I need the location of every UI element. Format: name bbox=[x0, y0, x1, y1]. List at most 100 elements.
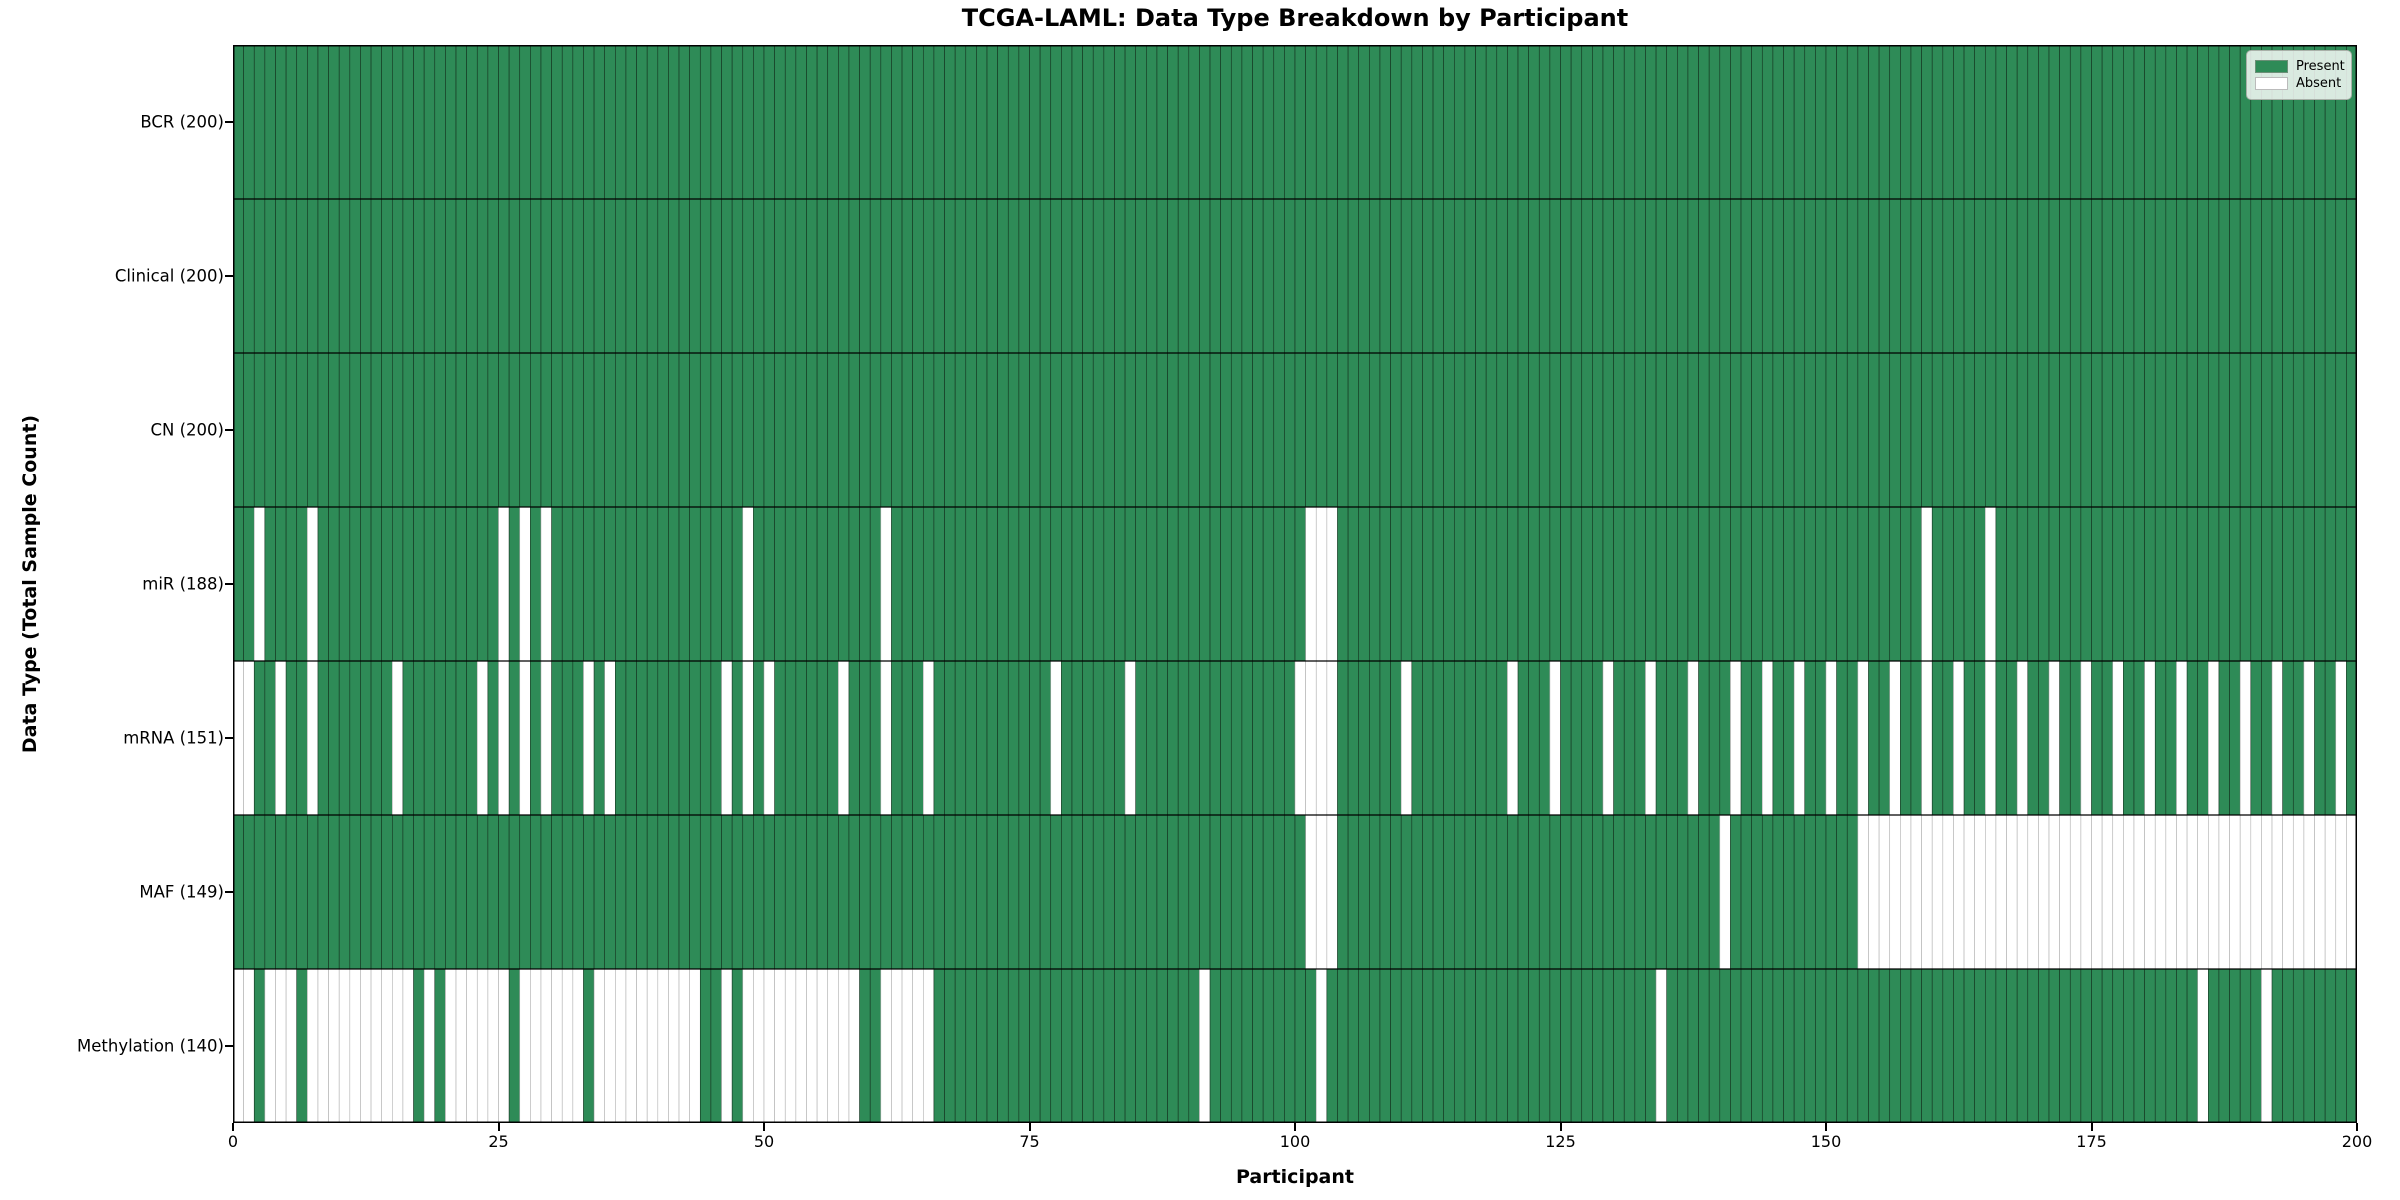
heatmap-cell bbox=[2016, 44, 2029, 200]
heatmap-cell bbox=[540, 814, 552, 970]
heatmap-cell bbox=[1698, 506, 1710, 662]
heatmap-cell bbox=[307, 198, 319, 354]
heatmap-cell bbox=[455, 968, 467, 1124]
heatmap-cell bbox=[1889, 44, 1901, 200]
heatmap-cell bbox=[721, 660, 733, 816]
heatmap-cell bbox=[1199, 814, 1211, 970]
heatmap-cell bbox=[1878, 44, 1891, 200]
heatmap-cell bbox=[264, 506, 276, 662]
heatmap-cell bbox=[1061, 352, 1073, 508]
heatmap-cell bbox=[1507, 198, 1519, 354]
heatmap-cell bbox=[466, 968, 478, 1124]
heatmap-cell bbox=[476, 506, 489, 662]
heatmap-cell bbox=[2239, 506, 2252, 662]
heatmap-cell bbox=[561, 506, 574, 662]
heatmap-cell bbox=[2186, 660, 2198, 816]
heatmap-cell bbox=[1475, 198, 1487, 354]
heatmap-cell bbox=[540, 352, 552, 508]
heatmap-cell bbox=[1369, 506, 1381, 662]
heatmap-cell bbox=[1900, 814, 1912, 970]
heatmap-cell bbox=[1974, 506, 1986, 662]
heatmap-cell bbox=[392, 352, 404, 508]
heatmap-cell bbox=[349, 352, 361, 508]
heatmap-cell bbox=[2218, 506, 2230, 662]
heatmap-cell bbox=[1337, 506, 1349, 662]
heatmap-cell bbox=[1889, 814, 1901, 970]
heatmap-cell bbox=[360, 506, 372, 662]
heatmap-cell bbox=[1294, 968, 1306, 1124]
heatmap-cell bbox=[413, 660, 425, 816]
heatmap-cell bbox=[2006, 198, 2018, 354]
ytick-label: mRNA (151) bbox=[123, 728, 224, 748]
heatmap-cell bbox=[848, 968, 860, 1124]
heatmap-cell bbox=[519, 968, 531, 1124]
heatmap-cell bbox=[710, 968, 722, 1124]
heatmap-cell bbox=[827, 968, 839, 1124]
heatmap-cell bbox=[1613, 44, 1625, 200]
heatmap-cell bbox=[1889, 198, 1901, 354]
heatmap-cell bbox=[1655, 44, 1667, 200]
heatmap-cell bbox=[1124, 660, 1137, 816]
heatmap-cell bbox=[1804, 506, 1816, 662]
heatmap-cell bbox=[1029, 968, 1041, 1124]
heatmap-cell bbox=[2239, 198, 2252, 354]
heatmap-cell bbox=[296, 198, 308, 354]
heatmap-cell bbox=[1868, 198, 1880, 354]
xtick-label: 50 bbox=[753, 1132, 775, 1151]
heatmap-cell bbox=[1581, 198, 1593, 354]
heatmap-cell bbox=[1772, 352, 1784, 508]
heatmap-cell bbox=[360, 814, 372, 970]
heatmap-cell bbox=[328, 352, 340, 508]
heatmap-cell bbox=[1804, 968, 1816, 1124]
heatmap-cell bbox=[1432, 44, 1444, 200]
heatmap-cell bbox=[976, 660, 988, 816]
heatmap-cell bbox=[2027, 44, 2039, 200]
heatmap-cell bbox=[2038, 44, 2050, 200]
heatmap-cell bbox=[583, 814, 595, 970]
heatmap-cell bbox=[1464, 968, 1476, 1124]
heatmap-cell bbox=[859, 44, 871, 200]
heatmap-cell bbox=[349, 814, 361, 970]
heatmap-cell bbox=[604, 506, 616, 662]
heatmap-cell bbox=[678, 506, 690, 662]
heatmap-cell bbox=[1390, 198, 1402, 354]
heatmap-cell bbox=[1358, 968, 1370, 1124]
heatmap-cell bbox=[1868, 506, 1880, 662]
heatmap-cell bbox=[1655, 814, 1667, 970]
ytick-mark bbox=[225, 121, 233, 123]
heatmap-cell bbox=[1974, 660, 1986, 816]
xtick-mark bbox=[1559, 1123, 1562, 1131]
heatmap-cell bbox=[2059, 352, 2071, 508]
heatmap-cell bbox=[1570, 44, 1583, 200]
heatmap-cell bbox=[1039, 660, 1052, 816]
heatmap-cell bbox=[296, 44, 308, 200]
heatmap-cell bbox=[1889, 660, 1901, 816]
heatmap-cell bbox=[1475, 814, 1487, 970]
heatmap-cell bbox=[2006, 352, 2018, 508]
heatmap-cell bbox=[1146, 352, 1158, 508]
heatmap-cell bbox=[1284, 352, 1296, 508]
heatmap-cell bbox=[307, 968, 319, 1124]
heatmap-cell bbox=[1985, 506, 1997, 662]
heatmap-cell bbox=[561, 44, 574, 200]
ytick-mark bbox=[225, 583, 233, 585]
heatmap-cell bbox=[615, 44, 627, 200]
heatmap-cell bbox=[1985, 968, 1997, 1124]
heatmap-cell bbox=[869, 352, 882, 508]
heatmap-cell bbox=[1836, 814, 1848, 970]
heatmap-cell bbox=[2239, 968, 2252, 1124]
heatmap-cell bbox=[1677, 814, 1689, 970]
heatmap-cell bbox=[1783, 660, 1795, 816]
heatmap-cell bbox=[2229, 814, 2241, 970]
heatmap-cell bbox=[498, 660, 510, 816]
heatmap-cell bbox=[1358, 352, 1370, 508]
heatmap-cell bbox=[795, 352, 807, 508]
heatmap-cell bbox=[434, 198, 446, 354]
heatmap-cell bbox=[455, 352, 467, 508]
heatmap-cell bbox=[753, 660, 765, 816]
heatmap-cell bbox=[710, 44, 722, 200]
heatmap-cell bbox=[1740, 814, 1752, 970]
heatmap-cell bbox=[1092, 198, 1105, 354]
heatmap-cell bbox=[1061, 198, 1073, 354]
heatmap-cell bbox=[423, 814, 436, 970]
